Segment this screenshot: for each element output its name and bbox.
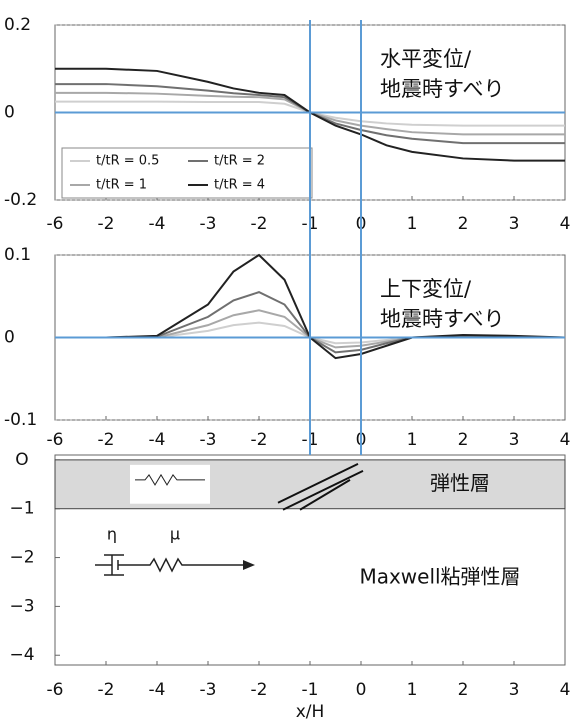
x-axis-label: x/H bbox=[296, 702, 325, 722]
dashpot bbox=[95, 555, 245, 575]
legend-label: t/tR = 1 bbox=[96, 178, 147, 193]
x-tick-label: 4 bbox=[560, 430, 571, 450]
annotation: 上下変位/ bbox=[380, 277, 472, 301]
arrowhead bbox=[243, 560, 255, 570]
x-tick-label: 0 bbox=[356, 680, 367, 700]
x-tick-label: -6 bbox=[47, 214, 64, 234]
annotation: μ bbox=[170, 525, 180, 544]
x-tick-label: 4 bbox=[560, 680, 571, 700]
legend-label: t/tR = 4 bbox=[214, 178, 265, 193]
x-tick-label: -3 bbox=[200, 214, 217, 234]
y-tick-label: −3 bbox=[9, 596, 34, 616]
x-tick-label: -6 bbox=[47, 430, 64, 450]
annotation: Maxwell粘弾性層 bbox=[359, 565, 520, 589]
y-tick-label: 0 bbox=[4, 103, 15, 123]
x-tick-label: 2 bbox=[458, 430, 469, 450]
x-tick-label: -2 bbox=[98, 214, 115, 234]
figure: -6 -2 -4 -3 -2 -1 0 1 2 3 4 -0.2 0 0.2 水平変位/地震時すべり t/tR… bbox=[0, 0, 577, 722]
annotation: 水平変位/ bbox=[380, 47, 472, 71]
x-tick-label: 3 bbox=[509, 430, 520, 450]
annotation: η bbox=[107, 525, 117, 544]
y-tick-label: −1 bbox=[9, 499, 34, 519]
annotation: 弾性層 bbox=[430, 471, 490, 495]
annotation: 地震時すべり bbox=[380, 77, 505, 101]
y-tick-label: 0 bbox=[4, 328, 15, 348]
x-tick-label: -4 bbox=[149, 430, 166, 450]
x-tick-label: 2 bbox=[458, 214, 469, 234]
x-tick-label: -3 bbox=[200, 430, 217, 450]
x-tick-label: -2 bbox=[98, 680, 115, 700]
legend-label: t/tR = 0.5 bbox=[96, 154, 159, 169]
y-tick-label: −2 bbox=[9, 548, 34, 568]
x-tick-label: -1 bbox=[302, 680, 319, 700]
page: -6 -2 -4 -3 -2 -1 0 1 2 3 4 -0.2 0 0.2 水平変位/地震時すべり t/tR… bbox=[0, 0, 577, 722]
x-tick-label: 1 bbox=[407, 680, 418, 700]
x-tick-label: 1 bbox=[407, 430, 418, 450]
x-tick-label: -6 bbox=[47, 680, 64, 700]
y-tick-label: −4 bbox=[9, 645, 34, 665]
x-tick-label: 4 bbox=[560, 214, 571, 234]
x-tick-label: -2 bbox=[251, 430, 268, 450]
y-tick-label: O bbox=[15, 450, 28, 470]
x-tick-label: 3 bbox=[509, 680, 520, 700]
x-tick-label: 1 bbox=[407, 214, 418, 234]
x-tick-label: 2 bbox=[458, 680, 469, 700]
x-tick-label: -2 bbox=[251, 214, 268, 234]
x-tick-label: -3 bbox=[200, 680, 217, 700]
x-tick-label: 3 bbox=[509, 214, 520, 234]
y-tick-label: -0.1 bbox=[4, 410, 37, 430]
x-tick-label: -4 bbox=[149, 214, 166, 234]
legend-label: t/tR = 2 bbox=[214, 154, 265, 169]
x-tick-label: -4 bbox=[149, 680, 166, 700]
annotation: 地震時すべり bbox=[380, 307, 505, 331]
x-tick-label: -2 bbox=[98, 430, 115, 450]
y-tick-label: -0.2 bbox=[4, 190, 37, 210]
y-tick-label: 0.1 bbox=[4, 245, 31, 265]
spring-box bbox=[130, 465, 210, 504]
y-tick-label: 0.2 bbox=[4, 15, 31, 35]
x-tick-label: -2 bbox=[251, 680, 268, 700]
